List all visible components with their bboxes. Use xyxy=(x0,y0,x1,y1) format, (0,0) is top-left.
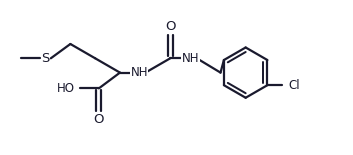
Text: O: O xyxy=(165,20,175,33)
Text: O: O xyxy=(94,113,104,126)
Text: NH: NH xyxy=(182,52,199,65)
Text: NH: NH xyxy=(130,66,148,79)
Text: Cl: Cl xyxy=(288,79,300,92)
Text: HO: HO xyxy=(56,82,74,95)
Text: S: S xyxy=(41,52,50,65)
